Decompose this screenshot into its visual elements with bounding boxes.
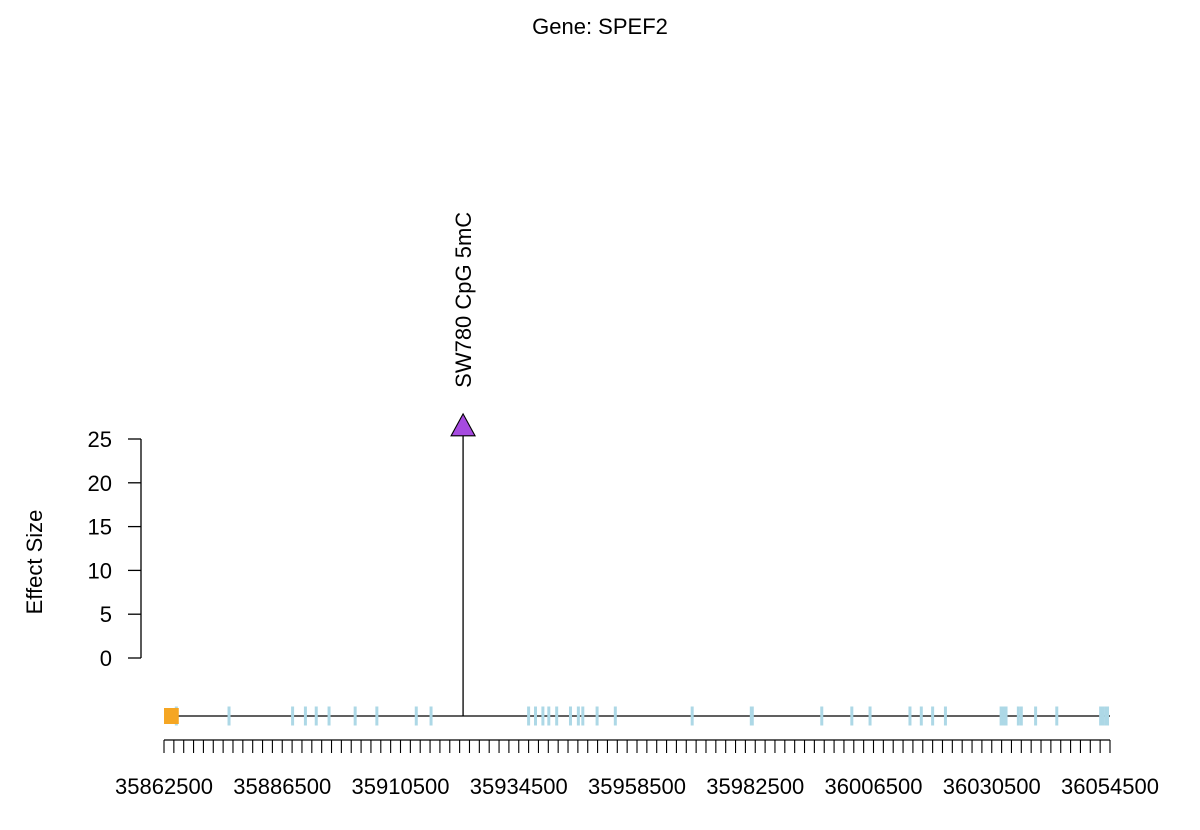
x-tick-label: 35862500: [115, 774, 213, 799]
exon-mark: [547, 706, 551, 726]
exon-mark: [868, 706, 872, 726]
exon-mark: [1004, 706, 1008, 726]
x-tick-label: 35910500: [352, 774, 450, 799]
x-axis: 35862500 35886500 35910500 35934500 35958500…: [115, 739, 1159, 799]
exon-mark: [999, 706, 1003, 726]
exon-mark: [375, 706, 379, 726]
exon-mark: [1016, 706, 1020, 726]
exon-mark: [931, 706, 935, 726]
exon-mark: [1055, 706, 1059, 726]
x-tick-label: 36054500: [1061, 774, 1159, 799]
exon-mark: [1002, 706, 1006, 726]
exon-mark: [581, 706, 585, 726]
exon-mark: [919, 706, 923, 726]
data-points: SW780 CpG 5mC: [450, 212, 477, 716]
exon-mark: [943, 706, 947, 726]
highlighted-region: [164, 708, 179, 724]
exon-mark: [1106, 706, 1110, 726]
exon-mark: [850, 706, 854, 726]
x-tick-label: 35886500: [233, 774, 331, 799]
exon-mark: [1019, 706, 1023, 726]
exon-mark: [314, 706, 318, 726]
y-tick-label: 5: [100, 602, 112, 627]
exon-mark: [555, 706, 559, 726]
exon-mark: [327, 706, 331, 726]
exon-mark: [291, 706, 295, 726]
triangle-marker: [450, 412, 477, 437]
exon-mark: [1104, 706, 1108, 726]
exon-mark: [414, 706, 418, 726]
exon-mark: [303, 706, 307, 726]
exon-mark: [1099, 706, 1103, 726]
exon-mark: [541, 706, 545, 726]
exon-mark: [595, 706, 599, 726]
exon-mark: [429, 706, 433, 726]
y-axis-label: Effect Size: [22, 510, 47, 615]
y-tick-label: 10: [88, 558, 112, 583]
exon-mark: [534, 706, 538, 726]
exon-mark: [1101, 706, 1105, 726]
y-tick-label: 20: [88, 471, 112, 496]
x-tick-label: 35934500: [470, 774, 568, 799]
exon-mark: [750, 706, 754, 726]
x-tick-label: 36030500: [943, 774, 1041, 799]
exon-mark: [227, 706, 231, 726]
y-axis: 0 5 10 15 20 25: [88, 427, 142, 671]
exon-mark: [568, 706, 572, 726]
exon-mark: [576, 706, 580, 726]
exon-mark: [613, 706, 617, 726]
exon-mark: [690, 706, 694, 726]
y-tick-label: 15: [88, 515, 112, 540]
point-label: SW780 CpG 5mC: [451, 212, 476, 388]
exon-mark: [1034, 706, 1038, 726]
x-tick-label: 36006500: [825, 774, 923, 799]
x-tick-label: 35982500: [706, 774, 804, 799]
exon-mark: [820, 706, 824, 726]
y-tick-label: 0: [100, 646, 112, 671]
x-tick-label: 35958500: [588, 774, 686, 799]
exon-mark: [353, 706, 357, 726]
gene-track: [164, 706, 1110, 726]
exon-mark: [527, 706, 531, 726]
y-tick-label: 25: [88, 427, 112, 452]
exon-mark: [908, 706, 912, 726]
chart-title: Gene: SPEF2: [532, 14, 668, 39]
